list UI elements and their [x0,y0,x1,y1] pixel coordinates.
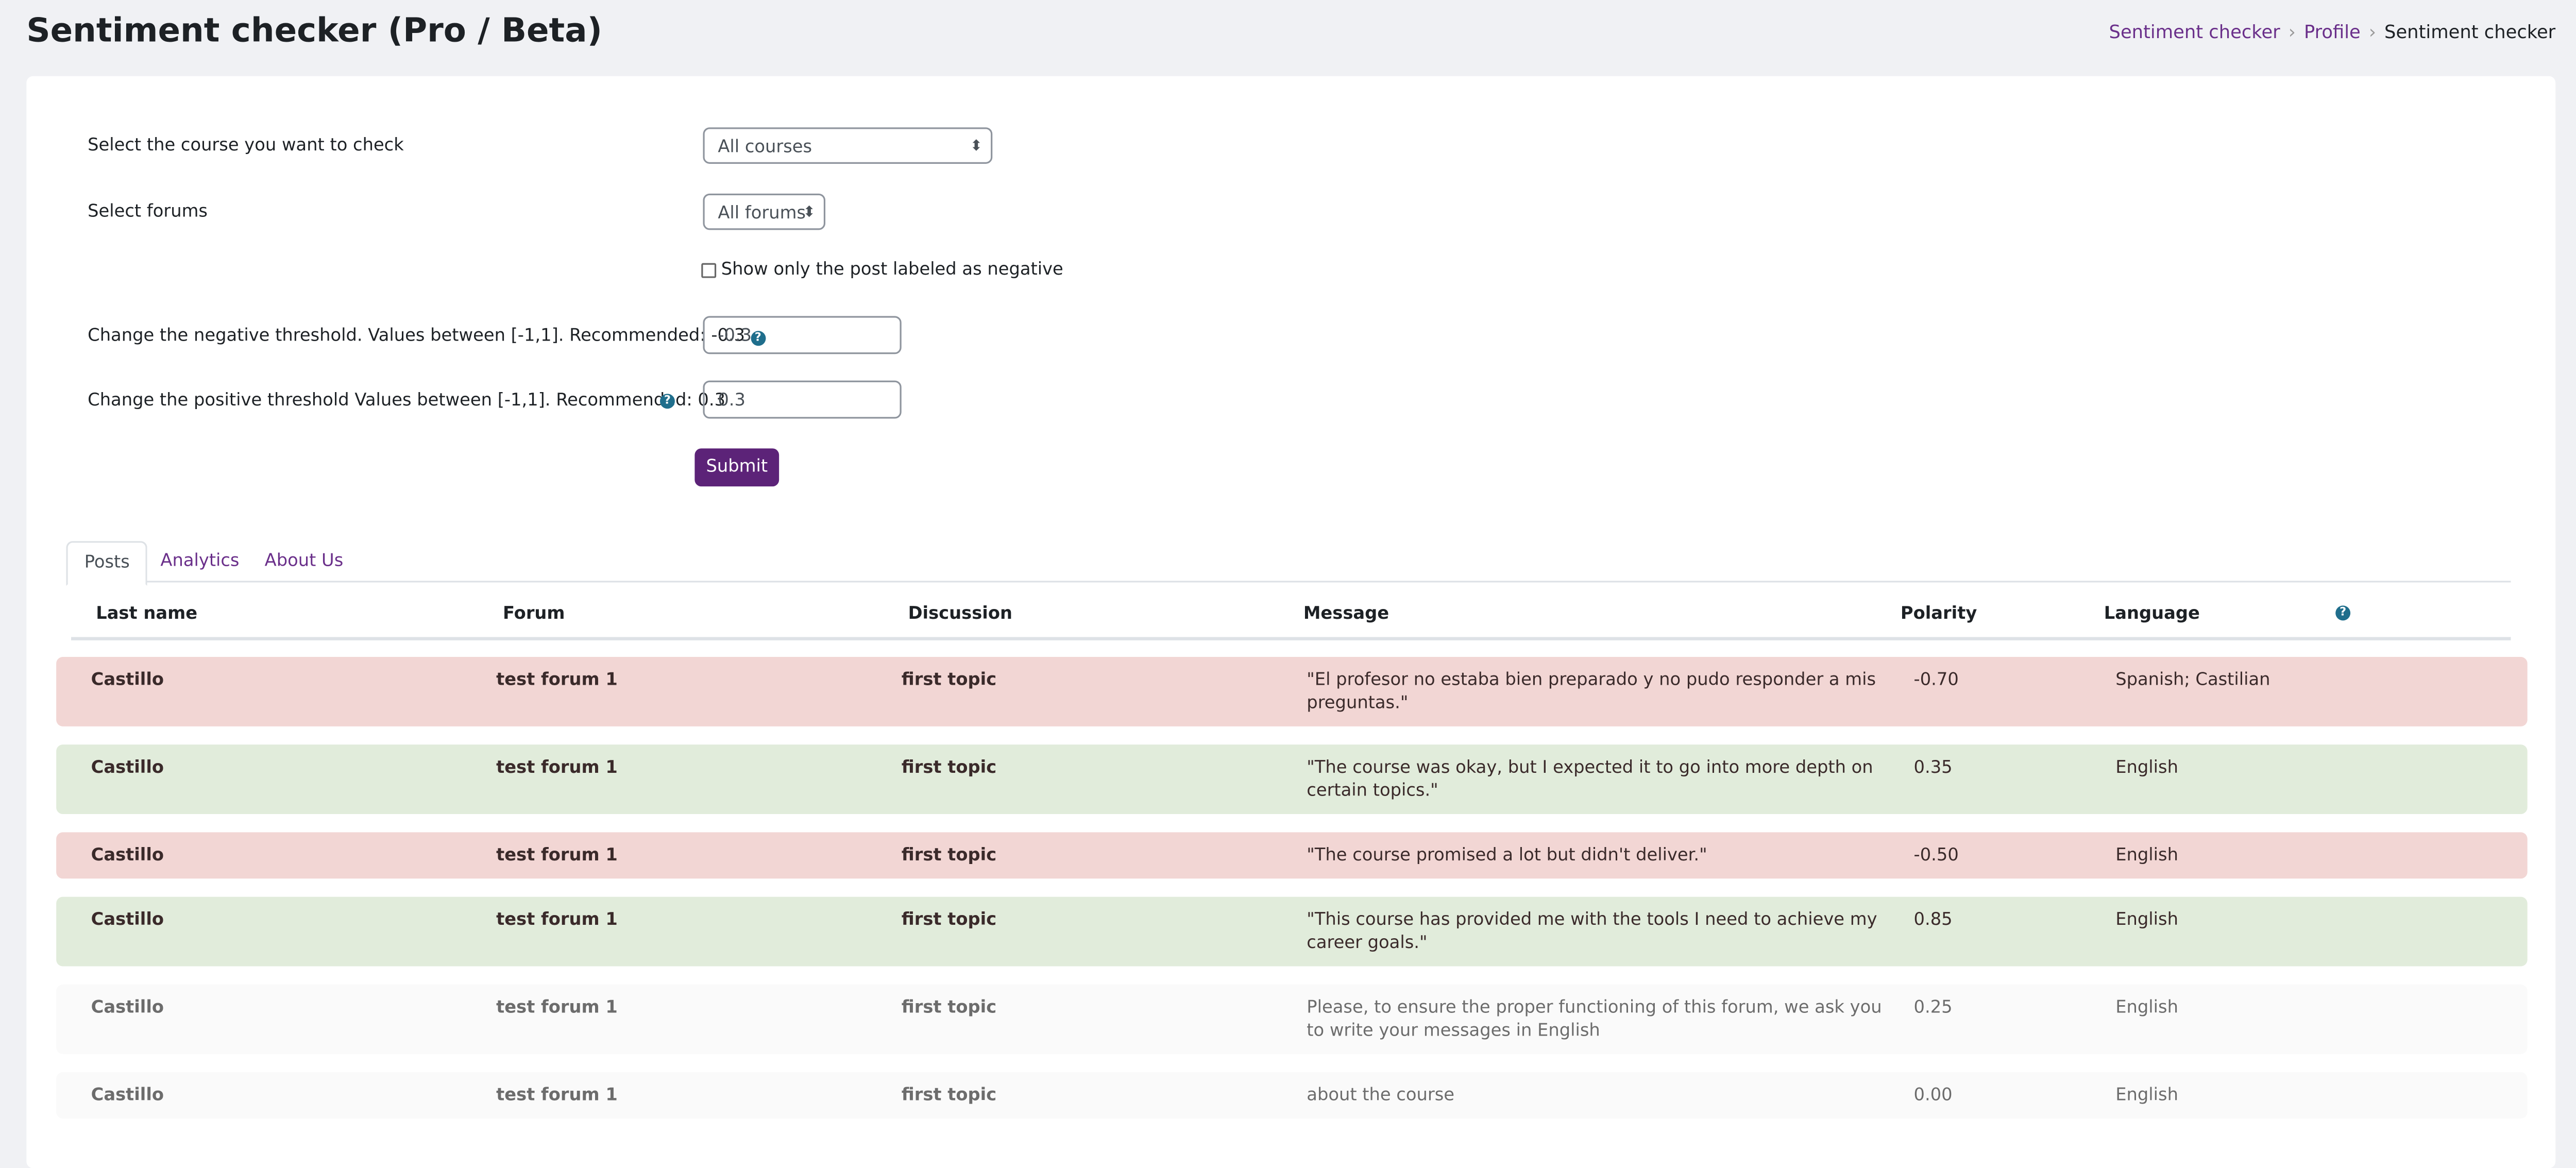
help-icon[interactable]: ? [2335,605,2351,621]
table-cell: Spanish; Castilian [2115,670,2270,690]
breadcrumb-link[interactable]: Sentiment checker [2109,21,2280,43]
submit-button[interactable]: Submit [694,448,779,487]
breadcrumb: Sentiment checker › Profile › Sentiment chec… [2109,22,2556,43]
form-label: Select the course you want to check [88,136,404,156]
header-rule [71,637,2511,640]
table-cell: test forum 1 [496,845,618,866]
column-header: Forum [502,604,565,624]
table-row: Castillo test forum 1 first topic "This cou… [56,896,2528,967]
tab[interactable]: About Us [264,551,344,571]
column-header: Last name [96,604,198,624]
table-cell: 0.35 [1913,757,1953,778]
table-cell: test forum 1 [496,670,618,690]
select-value: All forums [718,204,806,224]
checkbox[interactable] [701,262,717,277]
tab[interactable]: Analytics [160,551,240,571]
table-cell: English [2115,910,2178,930]
form-label: Select forums [88,201,208,222]
label-text: Change the negative threshold. Values be… [88,326,745,346]
separator: › [2288,21,2296,43]
table-cell: first topic [901,910,997,930]
table-cell: 0.25 [1913,997,1953,1018]
checkbox-label: Show only the post labeled as negative [721,260,1063,280]
separator: › [2368,21,2376,43]
table-row: Castillo test forum 1 first topic Please, t… [56,984,2528,1054]
breadcrumb-current: Sentiment checker [2384,21,2556,43]
page-title: Sentiment checker (Pro / Beta) [26,10,602,50]
table-cell: English [2115,997,2178,1018]
label-text: Change the positive threshold Values bet… [88,390,726,411]
table-cell: 0.85 [1913,910,1953,930]
tab[interactable]: Posts [66,541,148,586]
table-cell: English [2115,757,2178,778]
table-cell: test forum 1 [496,757,618,778]
table-cell: first topic [901,997,997,1018]
table-cell: 0.00 [1913,1085,1953,1106]
table-cell: test forum 1 [496,1085,618,1106]
tab-line [66,581,2511,583]
select-value: All courses [718,137,812,158]
table-cell: "El profesor no estaba bien preparado y … [1307,670,1876,714]
table-cell: about the course [1307,1085,1455,1106]
table-cell: first topic [901,845,997,866]
input-value: -0.3 [718,326,752,346]
table-cell: -0.70 [1913,670,1959,690]
table-cell: "The course promised a lot but didn't de… [1307,845,1707,866]
table-cell: first topic [901,670,997,690]
table-cell: Castillo [91,910,164,930]
table-cell: "The course was okay, but I expected it … [1307,757,1873,801]
table-cell: Castillo [91,845,164,866]
table-cell: test forum 1 [496,997,618,1018]
course-select[interactable]: All courses [703,127,993,165]
table-cell: first topic [901,1085,997,1106]
checkbox-row: Show only the post labeled as negative [701,260,1063,280]
table-cell: first topic [901,757,997,778]
negative-threshold-input[interactable]: -0.3 [703,316,902,354]
form-label: Change the negative threshold. Values be… [88,326,766,346]
form-label: Change the positive threshold Values bet… [88,391,725,411]
table-cell: Castillo [91,670,164,690]
input-value: 0.3 [718,390,745,411]
table-cell: Castillo [91,997,164,1018]
table-row: Castillo test forum 1 first topic "El profe… [56,656,2528,726]
table-cell: "This course has provided me with the to… [1307,910,1877,953]
table-cell: test forum 1 [496,910,618,930]
table-cell: Castillo [91,1085,164,1106]
column-header: Polarity [1900,604,1977,624]
table-cell: -0.50 [1913,845,1959,866]
table-cell: English [2115,845,2178,866]
table-cell: English [2115,1085,2178,1106]
table-cell: Please, to ensure the proper functioning… [1307,997,1882,1041]
column-header: Message [1303,604,1389,624]
column-header: Language [2104,604,2200,624]
table-row: Castillo test forum 1 first topic about the… [56,1072,2528,1119]
forums-select[interactable]: All forums [703,193,826,232]
breadcrumb-link[interactable]: Profile [2303,21,2361,43]
help-icon[interactable]: ? [659,394,675,409]
table-cell: Castillo [91,757,164,778]
positive-threshold-input[interactable]: 0.3 [703,380,902,419]
help-icon[interactable]: ? [750,331,766,346]
table-row: Castillo test forum 1 first topic "The cour… [56,832,2528,879]
column-header: Discussion [908,604,1013,624]
table-row: Castillo test forum 1 first topic "The cour… [56,744,2528,815]
